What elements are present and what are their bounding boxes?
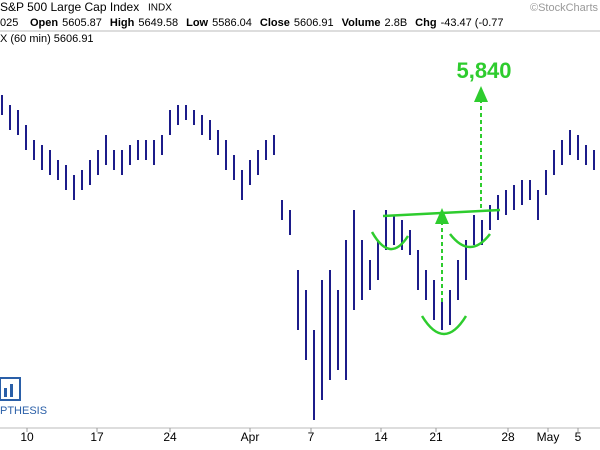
target-arrowhead [474, 86, 488, 102]
x-tick-label: 28 [501, 430, 515, 444]
x-tick-label: 7 [308, 430, 315, 444]
logo-icon-bar [4, 388, 7, 397]
x-tick-label: 17 [90, 430, 104, 444]
x-tick-label: 14 [374, 430, 388, 444]
pattern-annotations [370, 102, 501, 336]
quote-label: Chg [415, 17, 436, 29]
target-label: 5,840 [456, 58, 511, 83]
x-tick-label: 24 [163, 430, 177, 444]
logo-icon-bar [10, 384, 13, 397]
quote-value: 2.8B [385, 17, 408, 29]
quote-label: High [110, 17, 135, 29]
quote-value: 5606.91 [294, 17, 334, 29]
x-tick-label: 5 [575, 430, 582, 444]
quote-label: Close [260, 17, 290, 29]
date-fragment: 025 [0, 17, 18, 29]
quote-value: 5649.58 [138, 17, 178, 29]
x-tick-label: Apr [241, 430, 260, 444]
x-axis: 10 17 24 Apr 7 14 21 28 May 5 [20, 428, 582, 444]
right-shoulder-arc [449, 233, 491, 249]
logo-text: PTHESIS [0, 405, 47, 417]
quote-value: 5586.04 [212, 17, 252, 29]
quote-label: Volume [342, 17, 381, 29]
quote-label: Open [30, 17, 58, 29]
x-tick-label: 10 [20, 430, 34, 444]
x-tick-label: 21 [429, 430, 443, 444]
measure-arrowhead [435, 208, 449, 224]
logo: PTHESIS [0, 377, 47, 417]
watermark: ©StockCharts [530, 2, 599, 14]
chart-title: S&P 500 Large Cap Index [0, 0, 139, 14]
quote-value: -43.47 (-0.77 [441, 17, 504, 29]
left-shoulder-arc [370, 231, 410, 251]
x-tick-label: May [537, 430, 560, 444]
head-arc [420, 315, 468, 336]
price-bars [1, 95, 595, 420]
series-label: X (60 min) 5606.91 [0, 33, 94, 45]
quote-label: Low [186, 17, 208, 29]
quote-bar: Open 5605.87 High 5649.58 Low 5586.04 Close 560… [30, 17, 504, 29]
exchange: INDX [148, 3, 172, 14]
quote-value: 5605.87 [62, 17, 102, 29]
